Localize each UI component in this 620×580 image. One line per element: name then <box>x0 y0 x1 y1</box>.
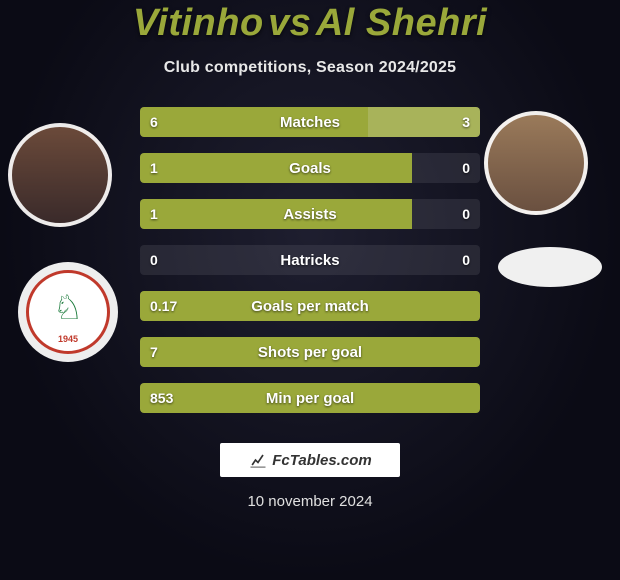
title-vs: vs <box>268 2 311 44</box>
stats-bars: 63Matches 10Goals 10Assists 00Hatricks 0.17G… <box>140 107 480 413</box>
player-right-name: Al Shehri <box>316 2 487 44</box>
footer-brand-text: FcTables.com <box>272 452 371 469</box>
club-left-logo: ♘ 1945 <box>18 262 118 362</box>
stat-bar: 10Goals <box>140 153 480 183</box>
stat-bar: 853Min per goal <box>140 383 480 413</box>
stat-label: Matches <box>140 107 480 137</box>
page-title-wrap: Vitinho vs Al Shehri <box>0 0 620 45</box>
stat-label: Hatricks <box>140 245 480 275</box>
stat-label: Assists <box>140 199 480 229</box>
stat-bar: 0.17Goals per match <box>140 291 480 321</box>
subtitle: Club competitions, Season 2024/2025 <box>0 59 620 77</box>
stat-bar: 10Assists <box>140 199 480 229</box>
stat-bar: 63Matches <box>140 107 480 137</box>
stat-label: Min per goal <box>140 383 480 413</box>
club-left-icon: ♘ <box>53 288 83 328</box>
player-right-avatar <box>484 111 588 215</box>
player-left-name: Vitinho <box>133 2 264 44</box>
club-left-year: 1945 <box>58 334 78 344</box>
brand-chart-icon <box>248 450 268 470</box>
stat-bar: 00Hatricks <box>140 245 480 275</box>
player-left-avatar <box>8 123 112 227</box>
club-right-logo <box>498 247 602 287</box>
footer-brand: FcTables.com <box>220 443 400 477</box>
stat-label: Goals per match <box>140 291 480 321</box>
stat-label: Shots per goal <box>140 337 480 367</box>
stat-bar: 7Shots per goal <box>140 337 480 367</box>
stat-label: Goals <box>140 153 480 183</box>
date: 10 november 2024 <box>0 493 620 510</box>
